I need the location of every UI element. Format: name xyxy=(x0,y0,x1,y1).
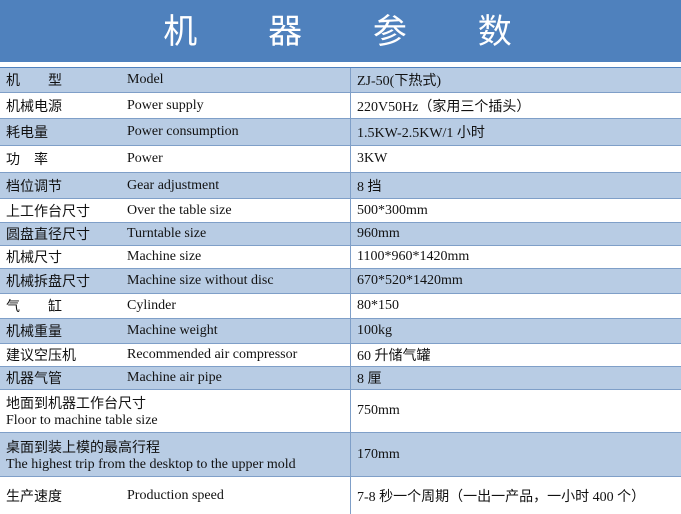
spec-table: 机 型 Model ZJ-50(下热式) 机械电源 Power supply 220V50… xyxy=(0,68,681,514)
param-name-en: Power xyxy=(127,151,163,166)
param-value: 1.5KW-2.5KW/1 小时 xyxy=(350,119,681,145)
param-name-zh: 气 缸 xyxy=(6,299,62,315)
param-value: 7-8 秒一个周期（一出一产品，一小时 400 个） xyxy=(350,477,681,514)
param-name-zh: 圆盘直径尺寸 xyxy=(6,227,90,243)
param-name-en: Gear adjustment xyxy=(127,177,220,193)
param-name-en: Machine size without disc xyxy=(127,273,274,288)
table-row: 地面到机器工作台尺寸 Floor to machine table size 75… xyxy=(0,390,681,433)
param-name-en: Cylinder xyxy=(127,298,176,313)
param-value: 3KW xyxy=(350,146,681,172)
param-name-en: Machine size xyxy=(127,249,202,264)
param-name-zh: 机 型 xyxy=(6,73,62,89)
param-value: ZJ-50(下热式) xyxy=(350,68,681,92)
table-row: 功 率 Power 3KW xyxy=(0,146,681,173)
param-name-en: Production speed xyxy=(127,487,224,503)
divider xyxy=(0,62,681,68)
param-name-en: The highest trip from the desktop to the… xyxy=(6,456,296,472)
table-row: 机械重量 Machine weight 100kg xyxy=(0,319,681,344)
param-name-en: Over the table size xyxy=(127,202,232,218)
param-name-zh: 机械尺寸 xyxy=(6,250,62,266)
table-row: 气 缸 Cylinder 80*150 xyxy=(0,294,681,319)
param-name-en: Floor to machine table size xyxy=(6,413,158,428)
param-value: 1100*960*1420mm xyxy=(350,246,681,268)
table-row: 机械尺寸 Machine size 1100*960*1420mm xyxy=(0,246,681,269)
param-value: 670*520*1420mm xyxy=(350,269,681,293)
table-row: 建议空压机 Recommended air compressor 60 升储气罐 xyxy=(0,344,681,367)
param-name-zh: 机械拆盘尺寸 xyxy=(6,274,90,290)
table-row: 机械电源 Power supply 220V50Hz（家用三个插头） xyxy=(0,93,681,119)
page-title: 机 器 参 数 xyxy=(0,0,681,62)
param-name-en: Power consumption xyxy=(127,124,239,139)
param-name-en: Machine weight xyxy=(127,323,218,338)
param-name-en: Recommended air compressor xyxy=(127,347,298,362)
param-name-en: Power supply xyxy=(127,97,204,113)
param-name-zh: 耗电量 xyxy=(6,125,48,141)
param-name-en: Turntable size xyxy=(127,226,207,241)
table-row: 机械拆盘尺寸 Machine size without disc 670*520*1… xyxy=(0,269,681,294)
param-name-zh: 建议空压机 xyxy=(6,348,76,364)
param-value: 80*150 xyxy=(350,294,681,318)
param-value: 8 挡 xyxy=(350,173,681,198)
param-name-zh: 机械重量 xyxy=(6,324,62,340)
param-value: 60 升储气罐 xyxy=(350,344,681,366)
table-row: 圆盘直径尺寸 Turntable size 960mm xyxy=(0,223,681,246)
param-name-zh: 机器气管 xyxy=(6,371,62,387)
table-row: 上工作台尺寸 Over the table size 500*300mm xyxy=(0,199,681,223)
param-name-zh: 功 率 xyxy=(6,152,48,168)
param-value: 170mm xyxy=(350,433,681,476)
param-value: 8 厘 xyxy=(350,367,681,389)
param-name-en: Model xyxy=(127,72,164,87)
param-value: 220V50Hz（家用三个插头） xyxy=(350,93,681,118)
param-name-zh: 上工作台尺寸 xyxy=(6,203,90,220)
param-name-zh: 机械电源 xyxy=(6,98,62,115)
param-name-zh: 生产速度 xyxy=(6,488,62,505)
param-value: 960mm xyxy=(350,223,681,245)
param-name-zh: 地面到机器工作台尺寸 xyxy=(6,396,146,412)
param-value: 750mm xyxy=(350,390,681,432)
param-value: 500*300mm xyxy=(350,199,681,222)
table-row: 机 型 Model ZJ-50(下热式) xyxy=(0,68,681,93)
param-name-zh: 档位调节 xyxy=(6,178,62,195)
table-row: 档位调节 Gear adjustment 8 挡 xyxy=(0,173,681,199)
table-row: 机器气管 Machine air pipe 8 厘 xyxy=(0,367,681,390)
param-name-en: Machine air pipe xyxy=(127,370,222,385)
param-value: 100kg xyxy=(350,319,681,343)
table-row: 生产速度 Production speed 7-8 秒一个周期（一出一产品，一小… xyxy=(0,477,681,514)
table-row: 耗电量 Power consumption 1.5KW-2.5KW/1 小时 xyxy=(0,119,681,146)
param-name-zh: 桌面到装上模的最高行程 xyxy=(6,439,160,456)
table-row: 桌面到装上模的最高行程 The highest trip from the des… xyxy=(0,433,681,477)
